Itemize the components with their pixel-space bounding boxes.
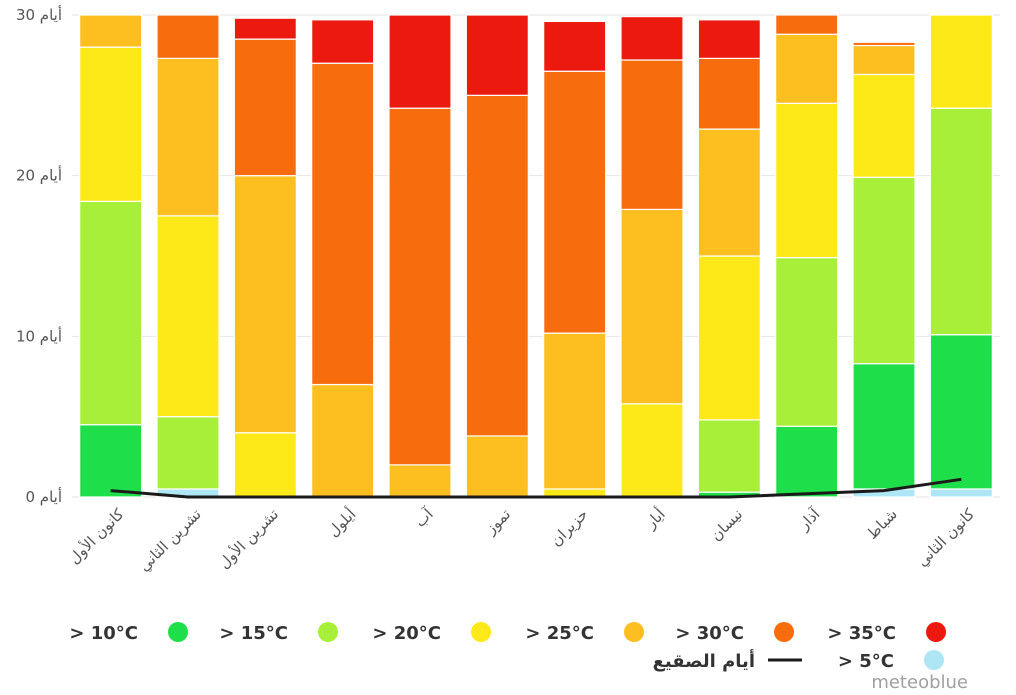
legend-item: > 35°C [827, 622, 946, 644]
legend-label: > 20°C [372, 623, 441, 644]
legend-item: > 25°C [525, 622, 644, 644]
legend-dot-icon [471, 622, 491, 642]
x-tick-label: شباط [863, 505, 901, 543]
bar-segment [775, 33, 839, 104]
bar-segment [775, 425, 839, 498]
legend-dot-icon [318, 622, 338, 642]
legend-dot-icon [926, 622, 946, 642]
x-tick-label: تموز [481, 505, 514, 538]
legend-label: > 10°C [69, 623, 138, 644]
bar-segment [929, 334, 993, 490]
bar-segment [543, 70, 607, 334]
bar-segment [852, 44, 916, 76]
bar-segment [79, 14, 143, 48]
bar-segment [852, 73, 916, 178]
bar-segment [388, 107, 452, 466]
bar-segment [775, 102, 839, 259]
bar-segment [388, 464, 452, 498]
bars [79, 14, 993, 498]
legend: > 10°C > 15°C > 20°C > 25°C > 30°C > 35°C أيام… [69, 622, 946, 672]
bar-segment [233, 38, 297, 177]
bar-segment [852, 363, 916, 490]
legend-item: > 15°C [219, 622, 338, 644]
bar-segment [79, 200, 143, 426]
legend-dot-icon [624, 622, 644, 642]
bar-segment [233, 17, 297, 40]
bar-segment [465, 14, 529, 96]
bar-segment [543, 332, 607, 490]
bar-segment [156, 14, 220, 59]
x-tick-label: حزيران [547, 505, 592, 550]
bar-segment [156, 416, 220, 490]
bar-segment [465, 435, 529, 498]
legend-item: أيام الصقيع [653, 649, 802, 672]
legend-item: > 10°C [69, 622, 188, 644]
y-tick-label: 30 أيام [16, 5, 62, 24]
bar-segment [156, 215, 220, 418]
bar-segment [543, 20, 607, 72]
bar-segment [620, 208, 684, 405]
bar-segment [852, 41, 916, 47]
bar-segment [233, 432, 297, 498]
x-tick-label: تشرين الثاني [135, 505, 206, 576]
bar-segment [311, 19, 375, 64]
bar-segment [233, 175, 297, 434]
bar-segment [620, 403, 684, 498]
bar-segment [929, 14, 993, 109]
legend-dot-icon [774, 622, 794, 642]
bar-segment [156, 57, 220, 217]
bar-segment [697, 419, 761, 493]
legend-item: > 30°C [675, 622, 794, 644]
legend-item: > 20°C [372, 622, 491, 644]
bar-segment [620, 16, 684, 61]
frost-days-line [110, 477, 962, 499]
bar-segment [697, 128, 761, 257]
watermark-text: meteoblue [871, 672, 968, 693]
bar-segment [79, 46, 143, 202]
bar-segment [697, 255, 761, 421]
x-tick-label: آذار [794, 505, 824, 535]
legend-dot-icon [168, 622, 188, 642]
x-axis: كانون الأول تشرين الثاني تشرين الأول أيلول آ… [64, 504, 979, 576]
bar-segment [465, 94, 529, 437]
x-tick-label: تشرين الأول [214, 504, 282, 572]
legend-label: > 15°C [219, 623, 288, 644]
y-axis: 0 أيام 10 أيام 20 أيام 30 أيام [16, 5, 62, 506]
legend-label: > 35°C [827, 623, 896, 644]
bar-segment [311, 383, 375, 498]
bar-segment [388, 14, 452, 109]
frost-days-series-line [110, 477, 962, 499]
x-tick-label: آب [411, 505, 437, 531]
bar-segment [775, 257, 839, 427]
bar-segment [697, 57, 761, 130]
bar-segment [929, 107, 993, 336]
x-tick-label: أيار [640, 504, 668, 532]
bar-segment [79, 424, 143, 498]
bar-segment [620, 59, 684, 211]
y-tick-label: 20 أيام [16, 166, 62, 185]
bar-segment [311, 62, 375, 386]
x-tick-label: كانون الأول [64, 504, 128, 568]
legend-label: > 5°C [838, 651, 894, 672]
legend-label: > 25°C [525, 623, 594, 644]
x-tick-label: أيلول [323, 504, 359, 540]
y-tick-label: 0 أيام [25, 487, 62, 506]
bar-segment [697, 19, 761, 59]
legend-label: > 30°C [675, 623, 744, 644]
legend-dot-icon [924, 650, 944, 670]
y-tick-label: 10 أيام [16, 326, 62, 345]
legend-label: أيام الصقيع [653, 649, 755, 672]
bar-segment [775, 14, 839, 35]
x-tick-label: نيسان [707, 505, 746, 544]
bar-segment [852, 176, 916, 365]
legend-item: > 5°C [838, 650, 944, 672]
x-tick-label: كانون الثاني [913, 504, 979, 570]
bar-segment [929, 488, 993, 498]
